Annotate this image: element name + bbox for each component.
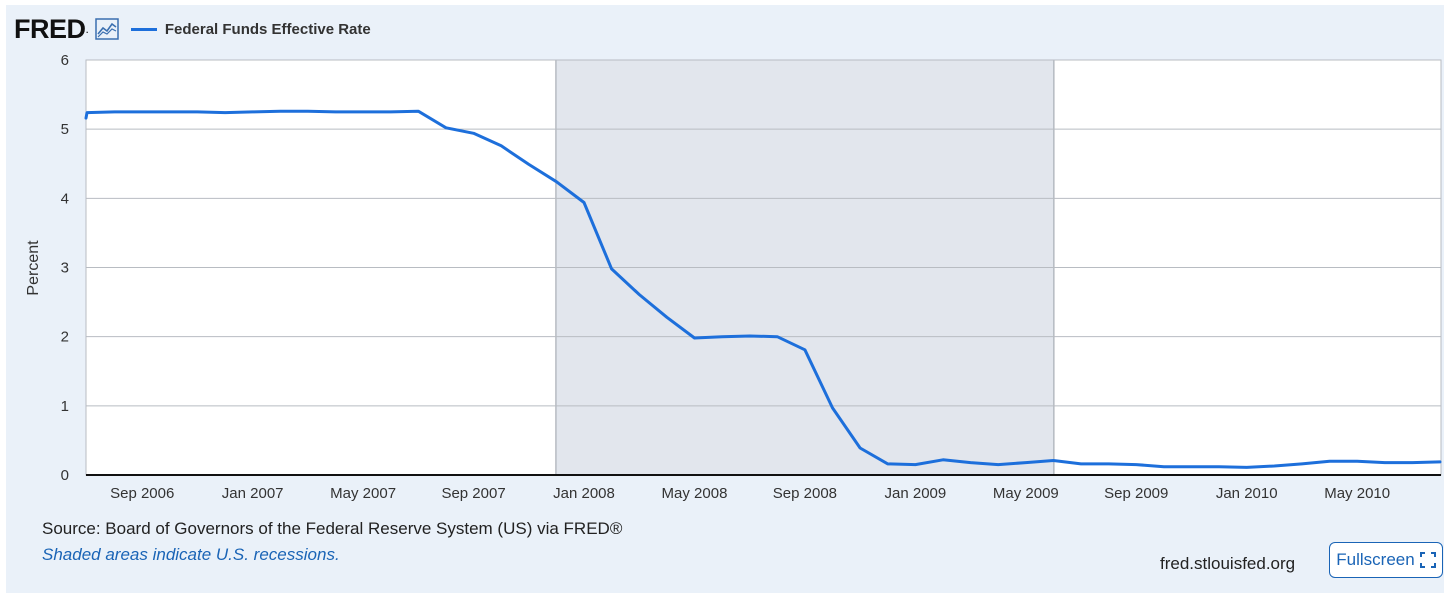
data-point[interactable] [994, 461, 1002, 469]
fred-logo[interactable]: FRED [14, 13, 86, 44]
data-point[interactable] [1436, 458, 1444, 466]
chart-line-icon [95, 18, 119, 40]
data-point[interactable] [470, 129, 478, 137]
data-point[interactable] [552, 178, 560, 186]
data-point[interactable] [1105, 460, 1113, 468]
data-point[interactable] [663, 313, 671, 321]
data-point[interactable] [1408, 459, 1416, 467]
data-point[interactable] [276, 107, 284, 115]
x-tick-label: May 2008 [662, 485, 728, 502]
data-point[interactable] [884, 460, 892, 468]
data-point[interactable] [1022, 459, 1030, 467]
series-line [84, 109, 1442, 469]
x-tick-label: May 2009 [993, 485, 1059, 502]
data-point[interactable] [1215, 463, 1223, 471]
data-point[interactable] [442, 124, 450, 132]
data-point[interactable] [525, 160, 533, 168]
y-tick-label: 6 [61, 52, 69, 69]
y-axis-ticks: 0 1 2 3 4 5 6 [61, 52, 69, 484]
data-point[interactable] [801, 346, 809, 354]
y-tick-label: 5 [61, 121, 69, 138]
data-point[interactable] [83, 109, 91, 117]
site-link[interactable]: fred.stlouisfed.org [1160, 554, 1296, 573]
data-point[interactable] [249, 108, 257, 116]
data-point[interactable] [635, 290, 643, 298]
data-point[interactable] [497, 142, 505, 150]
data-point[interactable] [387, 108, 395, 116]
data-point[interactable] [1049, 456, 1057, 464]
data-point[interactable] [332, 108, 340, 116]
data-point[interactable] [1243, 463, 1251, 471]
series-group [83, 107, 1444, 471]
x-tick-label: Sep 2007 [441, 485, 505, 502]
data-point[interactable] [939, 456, 947, 464]
legend: Federal Funds Effective Rate [130, 20, 371, 38]
data-point[interactable] [608, 265, 616, 273]
fred-logo-mark: . [85, 22, 89, 36]
data-point[interactable] [829, 404, 837, 412]
data-point[interactable] [1077, 460, 1085, 468]
data-point[interactable] [1326, 457, 1334, 465]
data-point[interactable] [1132, 461, 1140, 469]
data-point[interactable] [773, 333, 781, 341]
x-tick-label: Sep 2006 [110, 485, 174, 502]
data-point[interactable] [1381, 459, 1389, 467]
data-point[interactable] [911, 461, 919, 469]
x-tick-label: Jan 2008 [553, 485, 615, 502]
recession-note: Shaded areas indicate U.S. recessions. [42, 545, 340, 564]
data-point[interactable] [359, 108, 367, 116]
y-tick-label: 4 [61, 190, 69, 207]
x-tick-label: Jan 2009 [885, 485, 947, 502]
x-axis-ticks: Sep 2006 Jan 2007 May 2007 Sep 2007 Jan 2008… [110, 485, 1390, 502]
x-tick-label: Sep 2009 [1104, 485, 1168, 502]
data-point[interactable] [856, 444, 864, 452]
data-point[interactable] [1160, 463, 1168, 471]
fullscreen-label: Fullscreen [1336, 550, 1415, 569]
x-tick-label: Jan 2007 [222, 485, 284, 502]
data-point[interactable] [967, 459, 975, 467]
data-point[interactable] [1187, 463, 1195, 471]
data-point[interactable] [166, 108, 174, 116]
y-tick-label: 1 [61, 398, 69, 415]
data-point[interactable] [138, 108, 146, 116]
data-point[interactable] [111, 108, 119, 116]
y-tick-label: 2 [61, 329, 69, 346]
fullscreen-icon [1419, 552, 1436, 568]
x-tick-label: Sep 2008 [773, 485, 837, 502]
data-point[interactable] [304, 107, 312, 115]
fullscreen-button[interactable]: Fullscreen [1329, 542, 1443, 578]
y-tick-label: 0 [61, 467, 69, 484]
x-tick-label: Jan 2010 [1216, 485, 1278, 502]
x-tick-label: May 2007 [330, 485, 396, 502]
data-point[interactable] [414, 107, 422, 115]
data-point[interactable] [221, 109, 229, 117]
data-point[interactable] [690, 334, 698, 342]
data-point[interactable] [1353, 457, 1361, 465]
data-point[interactable] [580, 198, 588, 206]
source-text: Source: Board of Governors of the Federa… [42, 519, 623, 538]
data-point[interactable] [1270, 462, 1278, 470]
legend-swatch [130, 27, 157, 31]
chart-header: FRED . Federal Funds Effective Rate [14, 14, 371, 44]
data-point[interactable] [746, 332, 754, 340]
data-point[interactable] [193, 108, 201, 116]
x-tick-label: May 2010 [1324, 485, 1390, 502]
data-point[interactable] [718, 333, 726, 341]
data-point[interactable] [1298, 460, 1306, 468]
legend-label: Federal Funds Effective Rate [164, 20, 371, 38]
y-axis-title: Percent [25, 240, 42, 296]
y-tick-label: 3 [61, 260, 69, 277]
